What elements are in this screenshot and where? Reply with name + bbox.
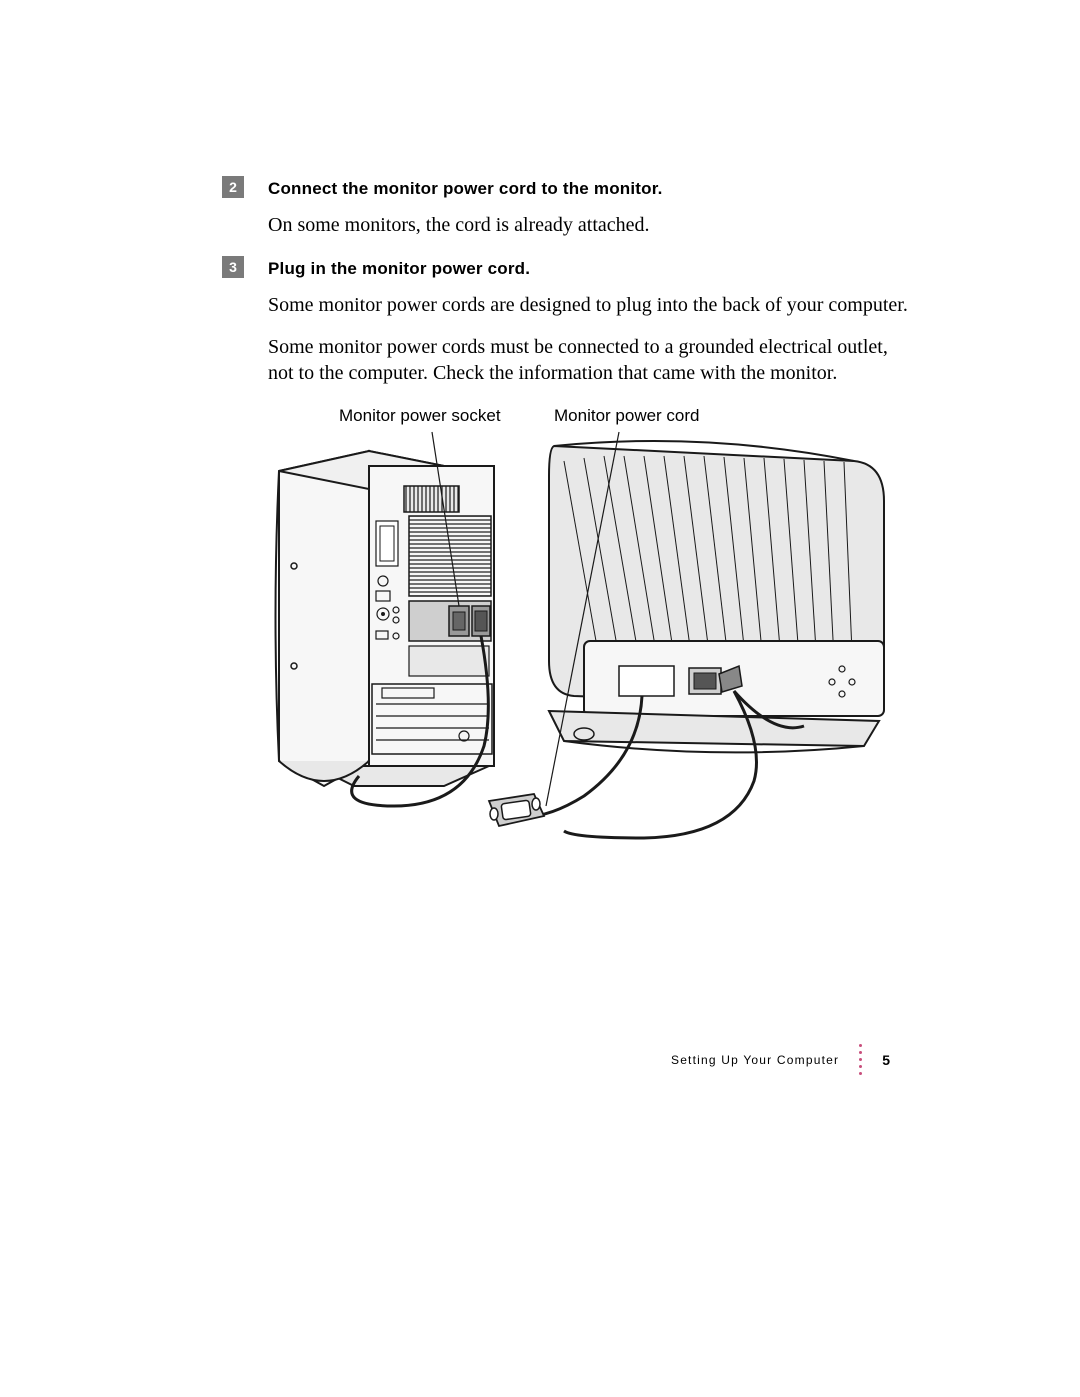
footer-section-title: Setting Up Your Computer — [671, 1053, 839, 1067]
dot — [859, 1051, 862, 1054]
figure-label-left: Monitor power socket — [339, 406, 501, 426]
page: 2 Connect the monitor power cord to the … — [0, 0, 1080, 1397]
dot — [859, 1058, 862, 1061]
step-header: 2 Connect the monitor power cord to the … — [222, 178, 918, 200]
figure: Monitor power socket Monitor power cord — [264, 406, 904, 856]
dot — [859, 1065, 862, 1068]
step-number-badge: 2 — [222, 176, 244, 198]
illustration — [264, 406, 904, 846]
monitor — [549, 441, 884, 752]
step-title: Plug in the monitor power cord. — [268, 259, 530, 279]
step-2: 2 Connect the monitor power cord to the … — [222, 178, 918, 238]
step-header: 3 Plug in the monitor power cord. — [222, 258, 918, 280]
computer-tower — [276, 451, 495, 786]
dot — [859, 1044, 862, 1047]
step-number-badge: 3 — [222, 256, 244, 278]
dot — [859, 1072, 862, 1075]
footer-dots-icon — [859, 1044, 862, 1075]
step-body-text: On some monitors, the cord is already at… — [268, 212, 918, 238]
monitor-power-socket — [449, 606, 469, 636]
step-body-text: Some monitor power cords are designed to… — [268, 292, 918, 318]
step-body-text: Some monitor power cords must be connect… — [268, 334, 918, 386]
step-title: Connect the monitor power cord to the mo… — [268, 179, 663, 199]
figure-label-right: Monitor power cord — [554, 406, 700, 426]
page-number: 5 — [882, 1052, 890, 1068]
video-connector — [489, 794, 544, 826]
step-3: 3 Plug in the monitor power cord. Some m… — [222, 258, 918, 386]
page-footer: Setting Up Your Computer 5 — [671, 1044, 890, 1075]
